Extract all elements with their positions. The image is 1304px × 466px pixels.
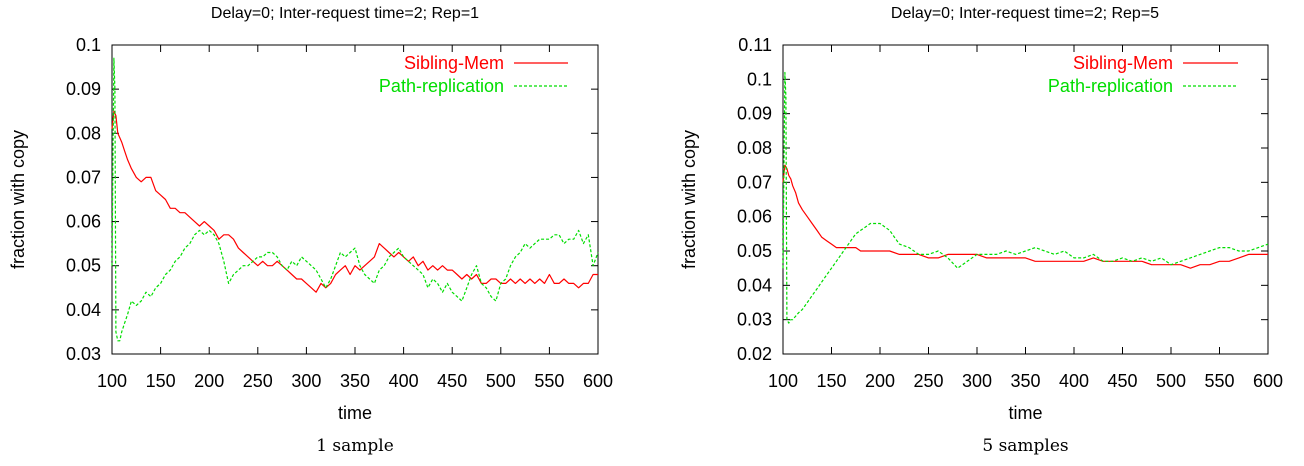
x-tick-label: 450 — [1107, 371, 1137, 391]
y-tick-label: 0.07 — [66, 167, 101, 187]
x-tick-label: 550 — [1204, 371, 1234, 391]
series-line-path-replication — [111, 57, 599, 342]
chart-panel-5-samples: Delay=0; Inter-request time=2; Rep=5 0.02… — [679, 5, 1283, 456]
plot-frame — [782, 44, 1269, 355]
y-tick-label: 0.09 — [66, 79, 101, 99]
series-line-sibling-mem — [782, 164, 1268, 269]
y-tick-label: 0.08 — [737, 138, 772, 158]
legend-label: Path-replication — [379, 76, 504, 96]
legend-label: Path-replication — [1048, 76, 1173, 96]
y-tick-label: 0.03 — [66, 344, 101, 364]
chart-title: Delay=0; Inter-request time=2; Rep=1 — [211, 5, 479, 22]
plot-frame — [111, 44, 599, 355]
y-tick-label: 0.09 — [737, 104, 772, 124]
x-tick-label: 350 — [340, 371, 370, 391]
y-tick-label: 0.1 — [76, 35, 101, 55]
y-tick-label: 0.05 — [66, 256, 101, 276]
x-tick-label: 250 — [243, 371, 273, 391]
y-tick-label: 0.04 — [66, 300, 101, 320]
series-line-path-replication — [782, 71, 1269, 324]
y-tick-label: 0.03 — [737, 310, 772, 330]
x-tick-label: 100 — [768, 371, 798, 391]
x-tick-label: 200 — [865, 371, 895, 391]
x-tick-label: 300 — [962, 371, 992, 391]
x-tick-label: 100 — [97, 371, 127, 391]
x-tick-label: 450 — [437, 371, 467, 391]
x-tick-label: 150 — [146, 371, 176, 391]
legend-label: Sibling-Mem — [404, 53, 504, 73]
x-tick-label: 600 — [583, 371, 613, 391]
x-tick-label: 600 — [1253, 371, 1283, 391]
chart-panel-1-sample: Delay=0; Inter-request time=2; Rep=1 0.03… — [8, 5, 613, 456]
y-axis-label: fraction with copy — [679, 130, 699, 269]
y-tick-label: 0.02 — [737, 344, 772, 364]
y-tick-label: 0.05 — [737, 241, 772, 261]
legend-label: Sibling-Mem — [1073, 53, 1173, 73]
y-tick-label: 0.06 — [737, 207, 772, 227]
x-tick-label: 400 — [1059, 371, 1089, 391]
x-tick-label: 550 — [534, 371, 564, 391]
chart-title: Delay=0; Inter-request time=2; Rep=5 — [891, 5, 1159, 22]
x-tick-label: 300 — [291, 371, 321, 391]
y-tick-label: 0.07 — [737, 172, 772, 192]
y-tick-label: 0.11 — [738, 35, 772, 55]
x-tick-label: 500 — [1156, 371, 1186, 391]
figure-caption: 5 samples — [982, 436, 1068, 456]
y-axis-label: fraction with copy — [8, 130, 28, 269]
x-tick-label: 400 — [389, 371, 419, 391]
series-line-sibling-mem — [111, 110, 598, 293]
x-axis-label: time — [1008, 403, 1042, 423]
x-axis-label: time — [338, 403, 372, 423]
y-tick-label: 0.06 — [66, 212, 101, 232]
figure-caption: 1 sample — [316, 436, 394, 456]
x-tick-label: 200 — [194, 371, 224, 391]
y-tick-label: 0.04 — [737, 275, 772, 295]
x-tick-label: 150 — [816, 371, 846, 391]
x-tick-label: 500 — [486, 371, 516, 391]
y-tick-label: 0.08 — [66, 123, 101, 143]
y-tick-label: 0.1 — [747, 69, 772, 89]
x-tick-label: 250 — [913, 371, 943, 391]
x-tick-label: 350 — [1010, 371, 1040, 391]
